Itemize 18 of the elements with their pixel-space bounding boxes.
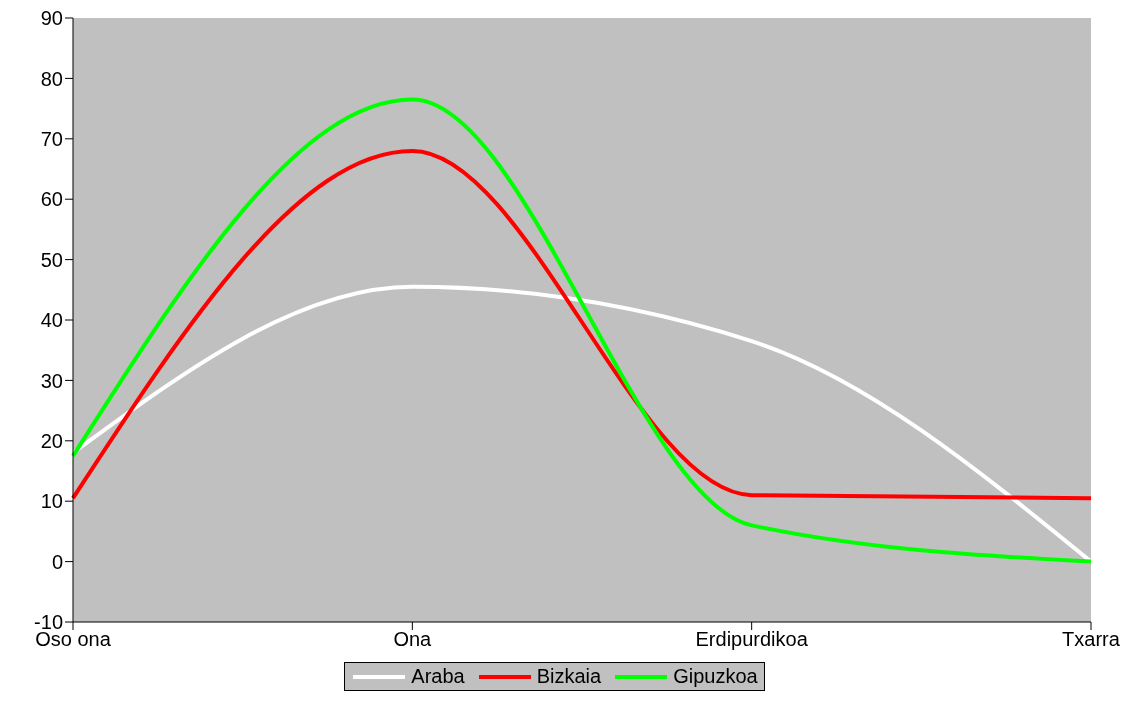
y-tick-label: 30 <box>40 369 63 392</box>
y-tick-label: 40 <box>40 309 63 332</box>
legend-label: Araba <box>410 665 465 688</box>
x-tick-label: Ona <box>393 628 433 651</box>
x-tick-label: Erdipurdikoa <box>695 628 809 651</box>
y-tick-label: 60 <box>40 188 63 211</box>
y-tick-label: 10 <box>40 490 63 513</box>
x-tick-label: Oso ona <box>35 628 112 651</box>
x-tick-label: Txarra <box>1062 628 1121 651</box>
y-tick-label: 20 <box>40 429 63 452</box>
y-tick-label: 0 <box>51 550 63 573</box>
y-tick-label: 50 <box>40 248 63 271</box>
y-tick-label: 70 <box>40 127 63 150</box>
y-tick-label: 90 <box>40 7 63 30</box>
legend-label: Bizkaia <box>535 665 602 688</box>
y-tick-label: 80 <box>40 67 63 90</box>
line-series <box>71 97 1093 564</box>
legend-label: Gipuzkoa <box>672 665 758 688</box>
